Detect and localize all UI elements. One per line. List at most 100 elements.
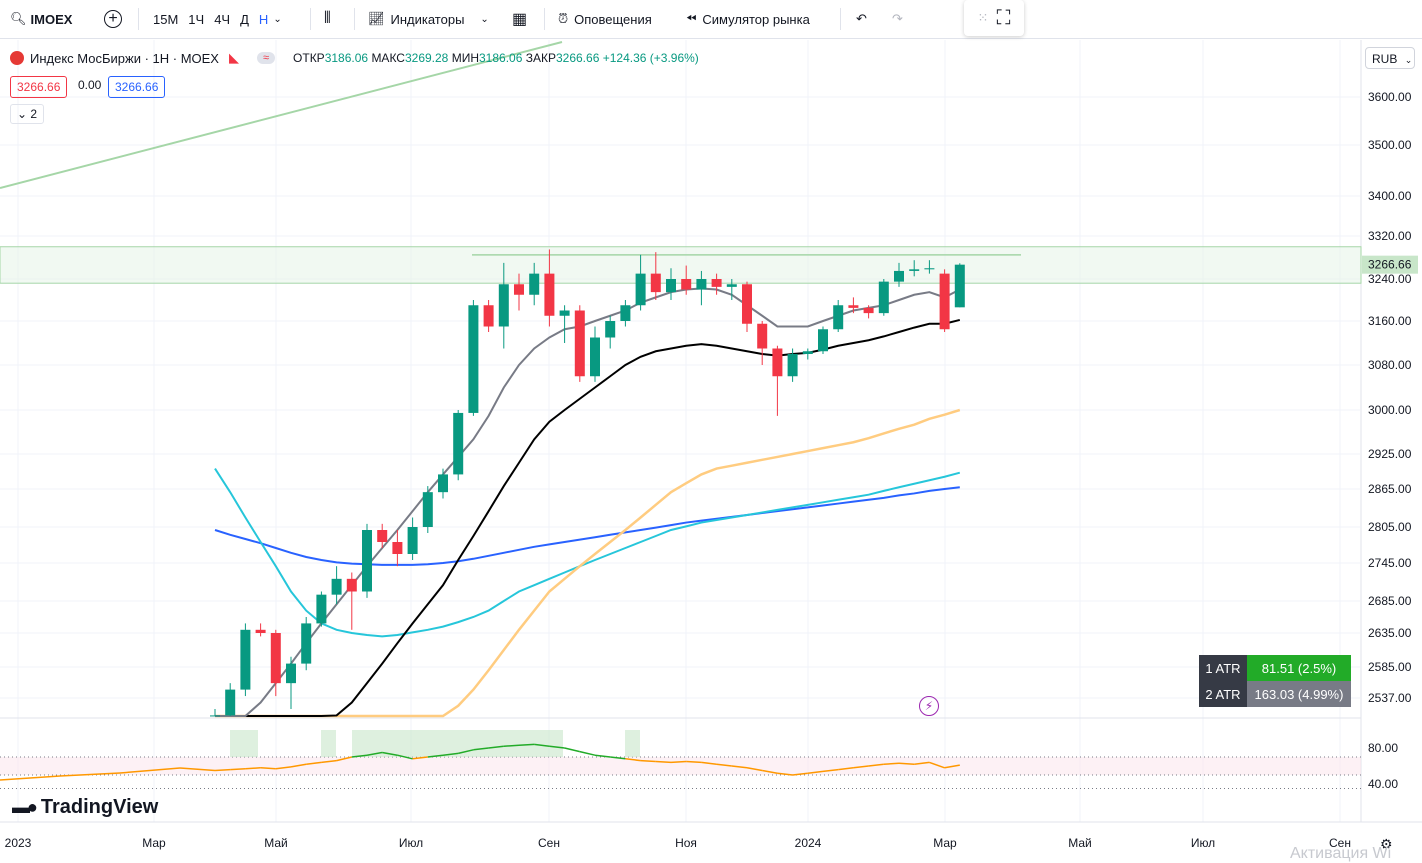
replay-label: Симулятор рынка xyxy=(702,11,810,27)
replay-button[interactable]: ⏪︎ Симулятор рынка xyxy=(686,0,810,38)
rsi-line xyxy=(762,769,778,774)
buy-price-button[interactable]: 3266.66 xyxy=(108,76,166,98)
drag-handle-icon: ⁙ xyxy=(977,10,989,25)
flag-icon[interactable]: ◣ xyxy=(228,50,239,65)
time-tick-label: Июл xyxy=(399,836,423,850)
rsi-line xyxy=(868,763,884,767)
candle-body xyxy=(377,530,388,542)
chevron-down-icon: ⌄ xyxy=(17,107,28,121)
price-tick-label: 2745.00 xyxy=(1368,556,1412,570)
layouts-button[interactable]: ▦ xyxy=(512,0,527,38)
candle-body xyxy=(559,310,570,316)
time-tick-label: Мар xyxy=(142,836,166,850)
settings-gear-icon[interactable]: ⚙ xyxy=(1380,836,1393,852)
rsi-line xyxy=(731,765,748,769)
atr-row-2: 2 ATR 163.03 (4.99%) xyxy=(1199,681,1351,707)
candle-body xyxy=(362,530,372,592)
candle-body xyxy=(240,629,251,690)
candle-body xyxy=(909,269,920,271)
chevron-down-icon[interactable]: ⌄ xyxy=(273,13,282,25)
price-tick-label: 3500.00 xyxy=(1368,138,1412,152)
rewind-icon: ⏪︎ xyxy=(686,11,697,26)
interval-week[interactable]: Н xyxy=(258,11,269,27)
candle-body xyxy=(711,279,722,287)
candle-body xyxy=(316,594,327,624)
candle-body xyxy=(833,305,844,330)
price-tick-label: 3080.00 xyxy=(1368,358,1412,372)
rsi-line xyxy=(670,760,687,764)
candle-body xyxy=(818,329,828,352)
currency-selector[interactable]: RUB ⌄ xyxy=(1365,47,1415,69)
time-tick-label: Мар xyxy=(933,836,957,850)
tv-logo-icon: ▬● xyxy=(12,797,38,817)
candle-body xyxy=(924,268,935,270)
chevron-down-icon[interactable]: ⌄ xyxy=(480,13,489,25)
rsi-tick-label: 80.00 xyxy=(1368,741,1398,755)
rsi-line xyxy=(944,764,960,769)
tradingview-logo[interactable]: ▬● TradingView xyxy=(12,796,159,818)
rsi-line xyxy=(59,772,121,777)
indicators-collapse-button[interactable]: ⌄ 2 xyxy=(10,104,45,124)
rsi-line xyxy=(119,767,181,774)
chart-type-button[interactable]: ⫴ xyxy=(324,0,331,38)
interval-day[interactable]: Д xyxy=(240,11,249,27)
indicators-button[interactable]: 📈︎ Индикаторы ⌄ xyxy=(368,0,489,38)
rsi-line xyxy=(0,775,61,781)
candle-body xyxy=(666,279,676,293)
candle-body xyxy=(894,270,904,282)
candle-body xyxy=(270,633,281,684)
candle-body xyxy=(590,337,600,377)
redo-button[interactable]: ↷ xyxy=(892,0,903,38)
rsi-overbought-zone xyxy=(230,730,258,757)
rsi-line xyxy=(686,760,702,764)
rsi-line xyxy=(822,768,839,773)
ma-50-line xyxy=(215,408,961,718)
candle-body xyxy=(620,305,631,321)
lightning-icon[interactable]: ⚡︎ xyxy=(919,696,939,716)
rsi-overbought-zone xyxy=(352,730,563,757)
rsi-band xyxy=(0,757,1361,775)
rsi-line xyxy=(914,761,930,765)
rsi-line xyxy=(488,745,504,749)
rsi-line xyxy=(442,752,459,756)
alerts-button[interactable]: ⏰︎ Оповещения xyxy=(558,0,652,38)
candle-body xyxy=(954,264,965,308)
candle-body xyxy=(772,348,783,377)
rsi-overbought-zone xyxy=(625,730,640,757)
price-tick-label: 3240.00 xyxy=(1368,272,1412,286)
rsi-line xyxy=(716,763,732,767)
rsi-line xyxy=(458,749,474,755)
candle-body xyxy=(468,305,479,413)
search-icon: 🔍︎ xyxy=(10,11,27,26)
interval-1h[interactable]: 1Ч xyxy=(188,11,205,27)
ohlc-values: ОТКР3186.06 МАКС3269.28 МИН3186.06 ЗАКР3… xyxy=(293,51,699,65)
compare-button[interactable]: + xyxy=(104,0,122,38)
rsi-line xyxy=(594,754,611,758)
candle-body xyxy=(483,305,494,327)
candle-body xyxy=(650,273,661,293)
indicators-label: Индикаторы xyxy=(390,11,465,27)
rsi-line xyxy=(179,767,216,772)
symbol-label: IMOEX xyxy=(30,11,73,27)
candle-body xyxy=(529,273,540,295)
candle-body xyxy=(726,284,737,287)
candle-body xyxy=(301,623,312,664)
undo-button[interactable]: ↶ xyxy=(856,0,867,38)
rsi-line xyxy=(412,756,428,760)
candle-body xyxy=(605,321,616,338)
time-tick-label: Май xyxy=(264,836,288,850)
rsi-line xyxy=(777,772,793,776)
toolbar-divider xyxy=(138,8,139,30)
symbol-search[interactable]: 🔍︎ IMOEX xyxy=(10,0,72,38)
candle-body xyxy=(574,310,585,377)
candle-body xyxy=(696,279,707,290)
fullscreen-button[interactable]: ⁙ ⛶ xyxy=(964,0,1024,36)
interval-15m[interactable]: 15М xyxy=(153,11,179,27)
alerts-label: Оповещения xyxy=(574,11,652,27)
visibility-toggle[interactable]: ≈ xyxy=(256,52,276,64)
sell-price-button[interactable]: 3266.66 xyxy=(10,76,68,98)
interval-4h[interactable]: 4Ч xyxy=(214,11,231,27)
series-legend: Индекс МосБиржи · 1Н · MOEX ◣ ≈ ОТКР3186… xyxy=(10,48,699,68)
undo-icon: ↶ xyxy=(856,11,867,26)
